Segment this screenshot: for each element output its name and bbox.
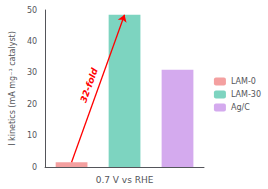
svg-text:0: 0: [32, 163, 37, 172]
svg-text:20: 20: [27, 100, 37, 109]
svg-text:I kinetics (mA mg⁻¹ catalyst): I kinetics (mA mg⁻¹ catalyst): [8, 31, 17, 146]
svg-text:0.7 V vs RHE: 0.7 V vs RHE: [96, 175, 154, 185]
svg-text:40: 40: [27, 37, 37, 46]
svg-text:LAM-30: LAM-30: [231, 90, 261, 99]
svg-text:50: 50: [27, 6, 37, 15]
svg-text:LAM-0: LAM-0: [231, 77, 256, 86]
svg-text:Ag/C: Ag/C: [231, 103, 250, 112]
svg-text:10: 10: [27, 131, 37, 140]
svg-text:30: 30: [27, 68, 37, 77]
svg-text:32-fold: 32-fold: [78, 66, 100, 104]
